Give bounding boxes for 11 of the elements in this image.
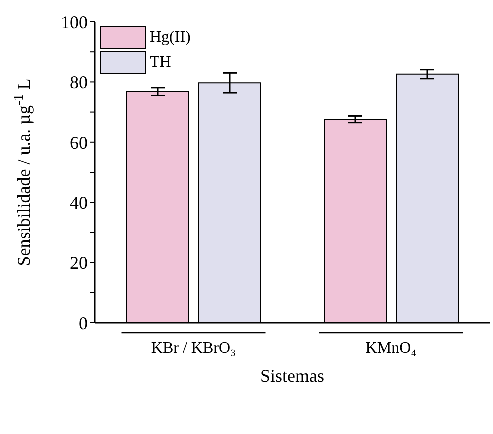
y-tick-label: 60 <box>70 132 88 153</box>
x-axis-title: Sistemas <box>260 366 325 386</box>
y-tick-label: 80 <box>70 72 88 93</box>
legend-label: Hg(II) <box>150 28 191 46</box>
legend-label: TH <box>150 54 172 72</box>
y-tick-label: 0 <box>79 313 88 334</box>
x-tick-label: KBr / KBrO₃ <box>151 340 236 357</box>
x-tick-label: KMnO₄ <box>366 340 418 357</box>
y-tick-label: 20 <box>70 253 88 274</box>
y-tick-label: 40 <box>70 192 88 213</box>
y-tick-label: 100 <box>61 12 88 32</box>
